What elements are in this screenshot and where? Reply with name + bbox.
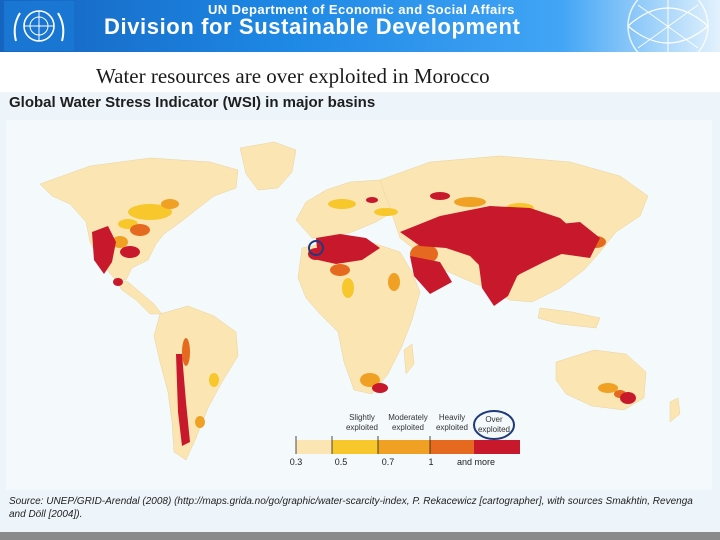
division-name: Division for Sustainable Development xyxy=(104,14,521,39)
legend-label-4a: Over xyxy=(485,415,503,424)
legend-label-2a: Moderately xyxy=(388,413,428,422)
stress-moderately xyxy=(112,197,618,428)
slide-title: Water resources are over exploited in Mo… xyxy=(96,64,490,88)
wsi-legend: Slightly exploited Moderately exploited … xyxy=(290,410,520,467)
legend-label-4b: exploited xyxy=(478,425,510,434)
legend-tick-4: and more xyxy=(457,457,495,467)
legend-tick-0: 0.3 xyxy=(290,457,303,467)
legend-tick-1: 0.5 xyxy=(335,457,348,467)
legend-swatch-moderately xyxy=(378,440,430,454)
header-banner: UN Department of Economic and Social Aff… xyxy=(0,0,720,52)
bottom-bar xyxy=(0,532,720,540)
legend-tick-3: 1 xyxy=(428,457,433,467)
legend-swatch-slightly xyxy=(332,440,378,454)
legend-label-2b: exploited xyxy=(392,423,424,432)
legend-label-3a: Heavily xyxy=(439,413,465,422)
morocco-highlight-ring xyxy=(308,240,324,256)
legend-swatch-base xyxy=(296,440,332,454)
map-panel: Slightly exploited Moderately exploited … xyxy=(0,92,720,532)
legend-tick-2: 0.7 xyxy=(382,457,395,467)
stress-over xyxy=(92,192,636,446)
legend-over-highlight-ring xyxy=(473,410,515,440)
stress-slightly xyxy=(118,199,534,387)
legend-label-1b: exploited xyxy=(346,423,378,432)
map-heading: Global Water Stress Indicator (WSI) in m… xyxy=(9,94,376,111)
source-citation: Source: UNEP/GRID-Arendal (2008) (http:/… xyxy=(9,496,693,520)
department-name: UN Department of Economic and Social Aff… xyxy=(208,2,515,17)
world-map: Slightly exploited Moderately exploited … xyxy=(0,92,720,532)
legend-label-1a: Slightly xyxy=(349,413,375,422)
decorative-globe-graphic xyxy=(578,0,720,52)
legend-swatch-over xyxy=(474,440,520,454)
legend-label-3b: exploited xyxy=(436,423,468,432)
legend-swatch-heavily xyxy=(430,440,474,454)
un-logo xyxy=(4,1,74,51)
